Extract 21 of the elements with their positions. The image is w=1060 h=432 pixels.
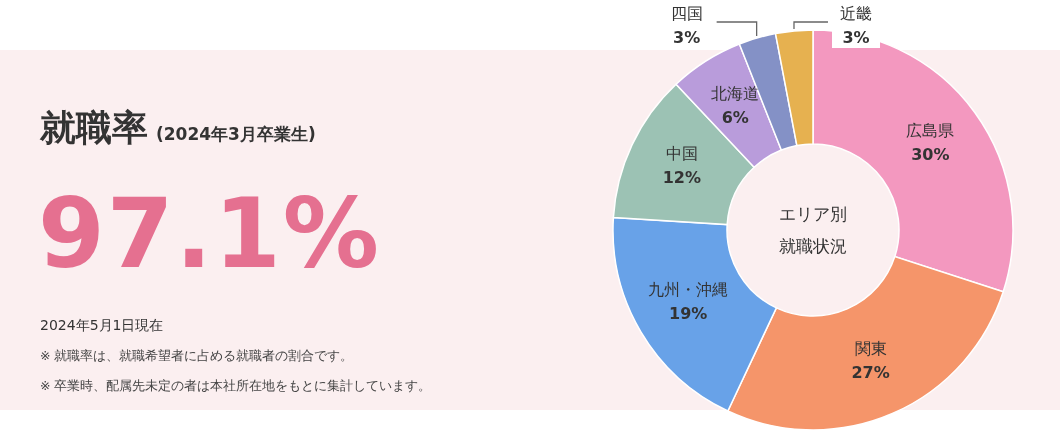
text: 97.1% (38, 178, 382, 290)
text: エリア別就職状況 (778, 203, 848, 258)
data-label: 3% (841, 28, 871, 48)
slice-label: 広島県 (905, 120, 956, 141)
text: ※ 就職率は、就職希望者に占める就職者の割合です。 (40, 348, 354, 365)
data-label: 3% (672, 28, 702, 48)
data-label: 27% (850, 363, 891, 384)
slice-label: 九州・沖縄 (647, 279, 730, 300)
data-label: 19% (668, 303, 709, 324)
slice-label: 近畿 (839, 4, 873, 24)
slice-label: 中国 (664, 144, 699, 165)
text: (2024年3月卒業生) (156, 124, 316, 144)
text: ※ 卒業時、配属先未定の者は本社所在地をもとに集計しています。 (40, 378, 432, 395)
slice-label: 四国 (669, 4, 704, 24)
slice-label: 北海道 (710, 83, 761, 104)
slice-label: 関東 (853, 339, 888, 360)
text: 就職率 (40, 107, 148, 148)
data-label: 12% (661, 168, 702, 189)
data-label: 30% (910, 144, 951, 165)
text: 2024年5月1日現在 (40, 317, 164, 335)
data-label: 6% (720, 107, 750, 128)
